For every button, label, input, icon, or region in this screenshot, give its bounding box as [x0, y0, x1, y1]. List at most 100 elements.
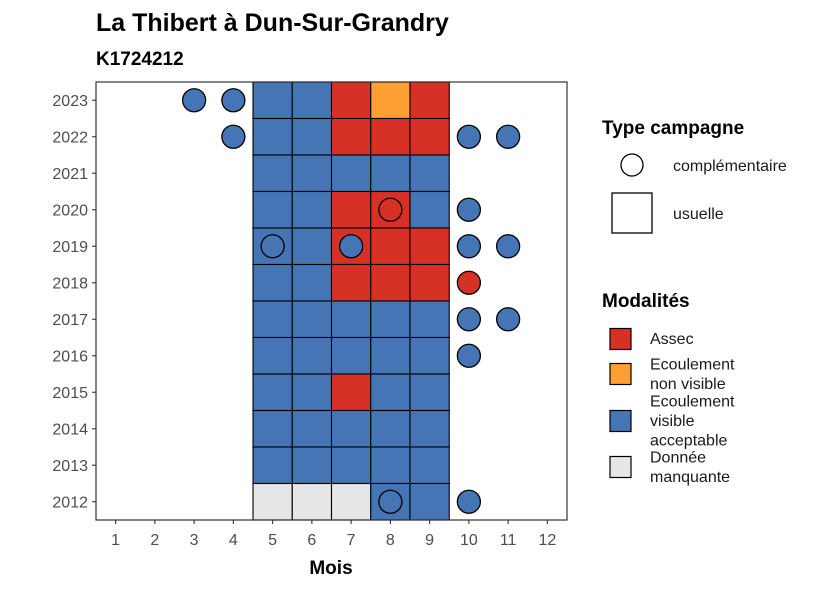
tile-2021-7 — [330, 154, 372, 193]
x-tick-label: 5 — [268, 532, 277, 549]
legend-usuelle-label: usuelle — [673, 206, 724, 223]
tile-2020-6 — [291, 190, 333, 229]
y-tick-label: 2016 — [52, 348, 88, 365]
point-2022-10 — [456, 124, 482, 149]
legend-complementaire-label: complémentaire — [673, 158, 787, 175]
tile-2017-8 — [370, 300, 411, 339]
point-2019-10 — [456, 234, 482, 259]
y-tick-label: 2019 — [52, 239, 88, 256]
tile-2015-6 — [291, 373, 333, 412]
legend-label-2: Ecoulement — [650, 394, 735, 411]
legend-label-2: visible — [650, 413, 695, 430]
tile-2023-9 — [409, 81, 450, 120]
tile-2015-5 — [252, 373, 293, 412]
point-2019-5 — [260, 234, 285, 259]
tile-2017-7 — [330, 300, 372, 339]
tile-2012-5 — [252, 482, 293, 521]
tile-2015-7 — [330, 373, 372, 412]
tile-2014-6 — [291, 409, 333, 448]
point-2018-10 — [456, 270, 482, 295]
point-2017-11 — [495, 307, 521, 332]
tile-2013-9 — [409, 446, 450, 485]
tile-2016-6 — [291, 336, 333, 375]
y-tick-label: 2013 — [52, 458, 88, 475]
x-axis: 1 2 3 4 5 6 7 8 9 10 11 12 — [111, 520, 556, 549]
x-tick-label: 8 — [386, 532, 395, 549]
x-tick-label: 7 — [347, 532, 356, 549]
x-tick-label: 4 — [229, 532, 238, 549]
tile-2022-5 — [252, 117, 293, 156]
points-layer — [181, 88, 521, 514]
y-tick-label: 2014 — [52, 421, 88, 438]
tile-2021-9 — [409, 154, 450, 193]
tile-2016-7 — [330, 336, 372, 375]
tile-2023-7 — [330, 81, 372, 120]
tile-2014-9 — [409, 409, 450, 448]
y-tick-label: 2017 — [52, 312, 88, 329]
legend-type-title: Type campagne — [602, 118, 744, 139]
y-tick-label: 2021 — [52, 166, 88, 183]
legend-label-2: acceptable — [650, 433, 727, 450]
legend-swatch-3 — [609, 455, 632, 479]
y-axis: 2012 2013 2014 2015 2016 2017 2018 2019 2020 2021… — [52, 93, 96, 511]
tile-2015-8 — [370, 373, 411, 412]
legend-label-3: manquante — [650, 469, 730, 486]
y-tick-label: 2020 — [52, 202, 88, 219]
point-2012-8 — [378, 489, 403, 514]
tile-2017-6 — [291, 300, 333, 339]
y-tick-label: 2015 — [52, 385, 88, 402]
tiles-layer — [252, 81, 450, 521]
tile-2022-8 — [370, 117, 411, 156]
tile-2012-9 — [409, 482, 450, 521]
legend-swatch-0 — [609, 327, 632, 351]
tile-2017-5 — [252, 300, 293, 339]
x-tick-label: 11 — [500, 532, 517, 549]
tile-2018-6 — [291, 263, 333, 302]
tile-2023-8 — [370, 81, 411, 120]
point-2019-7 — [338, 234, 364, 259]
tile-2013-5 — [252, 446, 293, 485]
chart-subtitle: K1724212 — [96, 49, 184, 70]
tile-2014-7 — [330, 409, 372, 448]
y-tick-label: 2023 — [52, 93, 88, 110]
tile-2022-9 — [409, 117, 450, 156]
tile-2019-8 — [370, 227, 411, 266]
point-2023-4 — [221, 88, 246, 113]
point-2019-11 — [495, 234, 521, 259]
tile-2019-9 — [409, 227, 450, 266]
x-tick-label: 3 — [190, 532, 199, 549]
tile-2016-9 — [409, 336, 450, 375]
y-tick-label: 2022 — [52, 129, 88, 146]
tile-2014-8 — [370, 409, 411, 448]
x-tick-label: 1 — [111, 532, 120, 549]
point-2020-10 — [456, 197, 482, 222]
legend-label-3: Donnée — [650, 449, 706, 466]
chart-title: La Thibert à Dun-Sur-Grandry — [96, 9, 449, 37]
point-2016-10 — [456, 343, 482, 368]
tile-2019-6 — [291, 227, 333, 266]
tile-2021-8 — [370, 154, 411, 193]
tile-2012-7 — [330, 482, 372, 521]
point-2012-10 — [456, 489, 482, 514]
legend-label-1: Ecoulement — [650, 356, 735, 373]
tile-2012-6 — [291, 482, 333, 521]
tile-2018-5 — [252, 263, 293, 302]
tile-2023-5 — [252, 81, 293, 120]
legend-swatch-2 — [609, 409, 632, 433]
tile-2022-7 — [330, 117, 372, 156]
tile-2020-7 — [330, 190, 372, 229]
tile-2014-5 — [252, 409, 293, 448]
point-2020-8 — [378, 197, 403, 222]
legend-label-1: non visible — [650, 376, 726, 393]
legend-complementaire-swatch — [620, 153, 644, 177]
point-2022-11 — [495, 124, 521, 149]
tile-2018-9 — [409, 263, 450, 302]
plot-border — [95, 81, 568, 521]
tile-2013-6 — [291, 446, 333, 485]
x-tick-label: 10 — [460, 532, 478, 549]
legend-swatch-1 — [609, 362, 632, 386]
x-axis-title: Mois — [309, 558, 352, 579]
tile-2017-9 — [409, 300, 450, 339]
x-tick-label: 9 — [425, 532, 434, 549]
